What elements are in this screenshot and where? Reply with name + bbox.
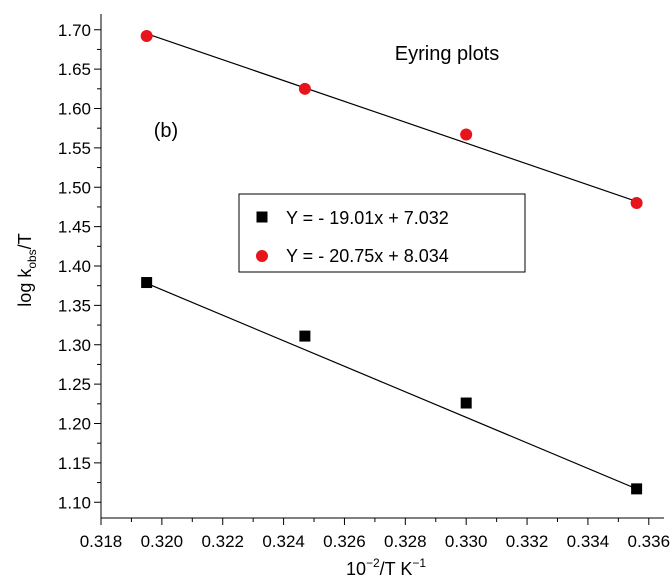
data-point-series-2 [298,82,311,95]
y-tick-label: 1.25 [58,375,91,394]
legend-marker-series-2 [256,250,268,262]
x-tick-label: 0.328 [384,532,427,551]
y-tick-label: 1.10 [58,493,91,512]
data-point-series-2 [630,197,643,209]
legend: Y = - 19.01x + 7.032 Y = - 20.75x + 8.03… [238,193,526,273]
y-tick-label: 1.50 [58,178,91,197]
x-tick-label: 0.320 [141,532,184,551]
ticks: 0.318 0.320 0.322 0.324 0.326 0.328 0.330 0.332… [58,21,670,551]
x-axis-label: 10−2/T K−1 [346,556,426,579]
panel-label: (b) [154,120,178,142]
y-tick-label: 1.45 [58,218,91,237]
fit-lines [146,33,637,490]
legend-label-series-2: Y = - 20.75x + 8.034 [286,246,449,266]
data-point-series-1 [299,330,311,342]
data-point-series-2 [460,128,473,141]
y-tick-label: 1.70 [58,21,91,40]
data-point-series-2 [140,30,153,43]
y-axis-label-subscript: obs [25,249,39,268]
x-tick-label: 0.332 [506,532,549,551]
y-tick-label: 1.65 [58,60,91,79]
x-tick-label: 0.334 [567,532,610,551]
data-point-series-1 [631,483,643,495]
x-axis-label-superscript-2: −1 [412,556,426,570]
data-point-series-1 [141,277,153,289]
legend-marker-series-1 [256,211,268,223]
y-tick-label: 1.40 [58,257,91,276]
x-tick-label: 0.330 [445,532,488,551]
x-axis-label-superscript-1: −2 [366,556,380,570]
y-tick-label: 1.60 [58,100,91,119]
y-axis-label-base: log k [15,268,35,307]
y-tick-label: 1.20 [58,415,91,434]
y-axis-label: log kobs/T [15,233,39,306]
x-axis-label-middle: /T K [380,559,413,579]
y-tick-label: 1.15 [58,454,91,473]
y-tick-label: 1.35 [58,296,91,315]
data-point-series-1 [460,397,472,409]
x-tick-label: 0.318 [80,532,123,551]
x-axis-label-base: 10 [346,559,366,579]
y-tick-label: 1.30 [58,336,91,355]
legend-box [238,193,526,273]
legend-label-series-1: Y = - 19.01x + 7.032 [286,208,449,228]
x-tick-label: 0.324 [262,532,305,551]
fit-line-series-2 [146,33,637,202]
y-tick-label: 1.55 [58,139,91,158]
x-tick-label: 0.326 [323,532,366,551]
x-tick-label: 0.322 [201,532,244,551]
chart-title: Eyring plots [395,43,500,65]
fit-line-series-1 [146,282,637,490]
data-points [140,30,643,495]
x-tick-label: 0.336 [628,532,670,551]
y-axis-label-tail: /T [15,233,35,249]
